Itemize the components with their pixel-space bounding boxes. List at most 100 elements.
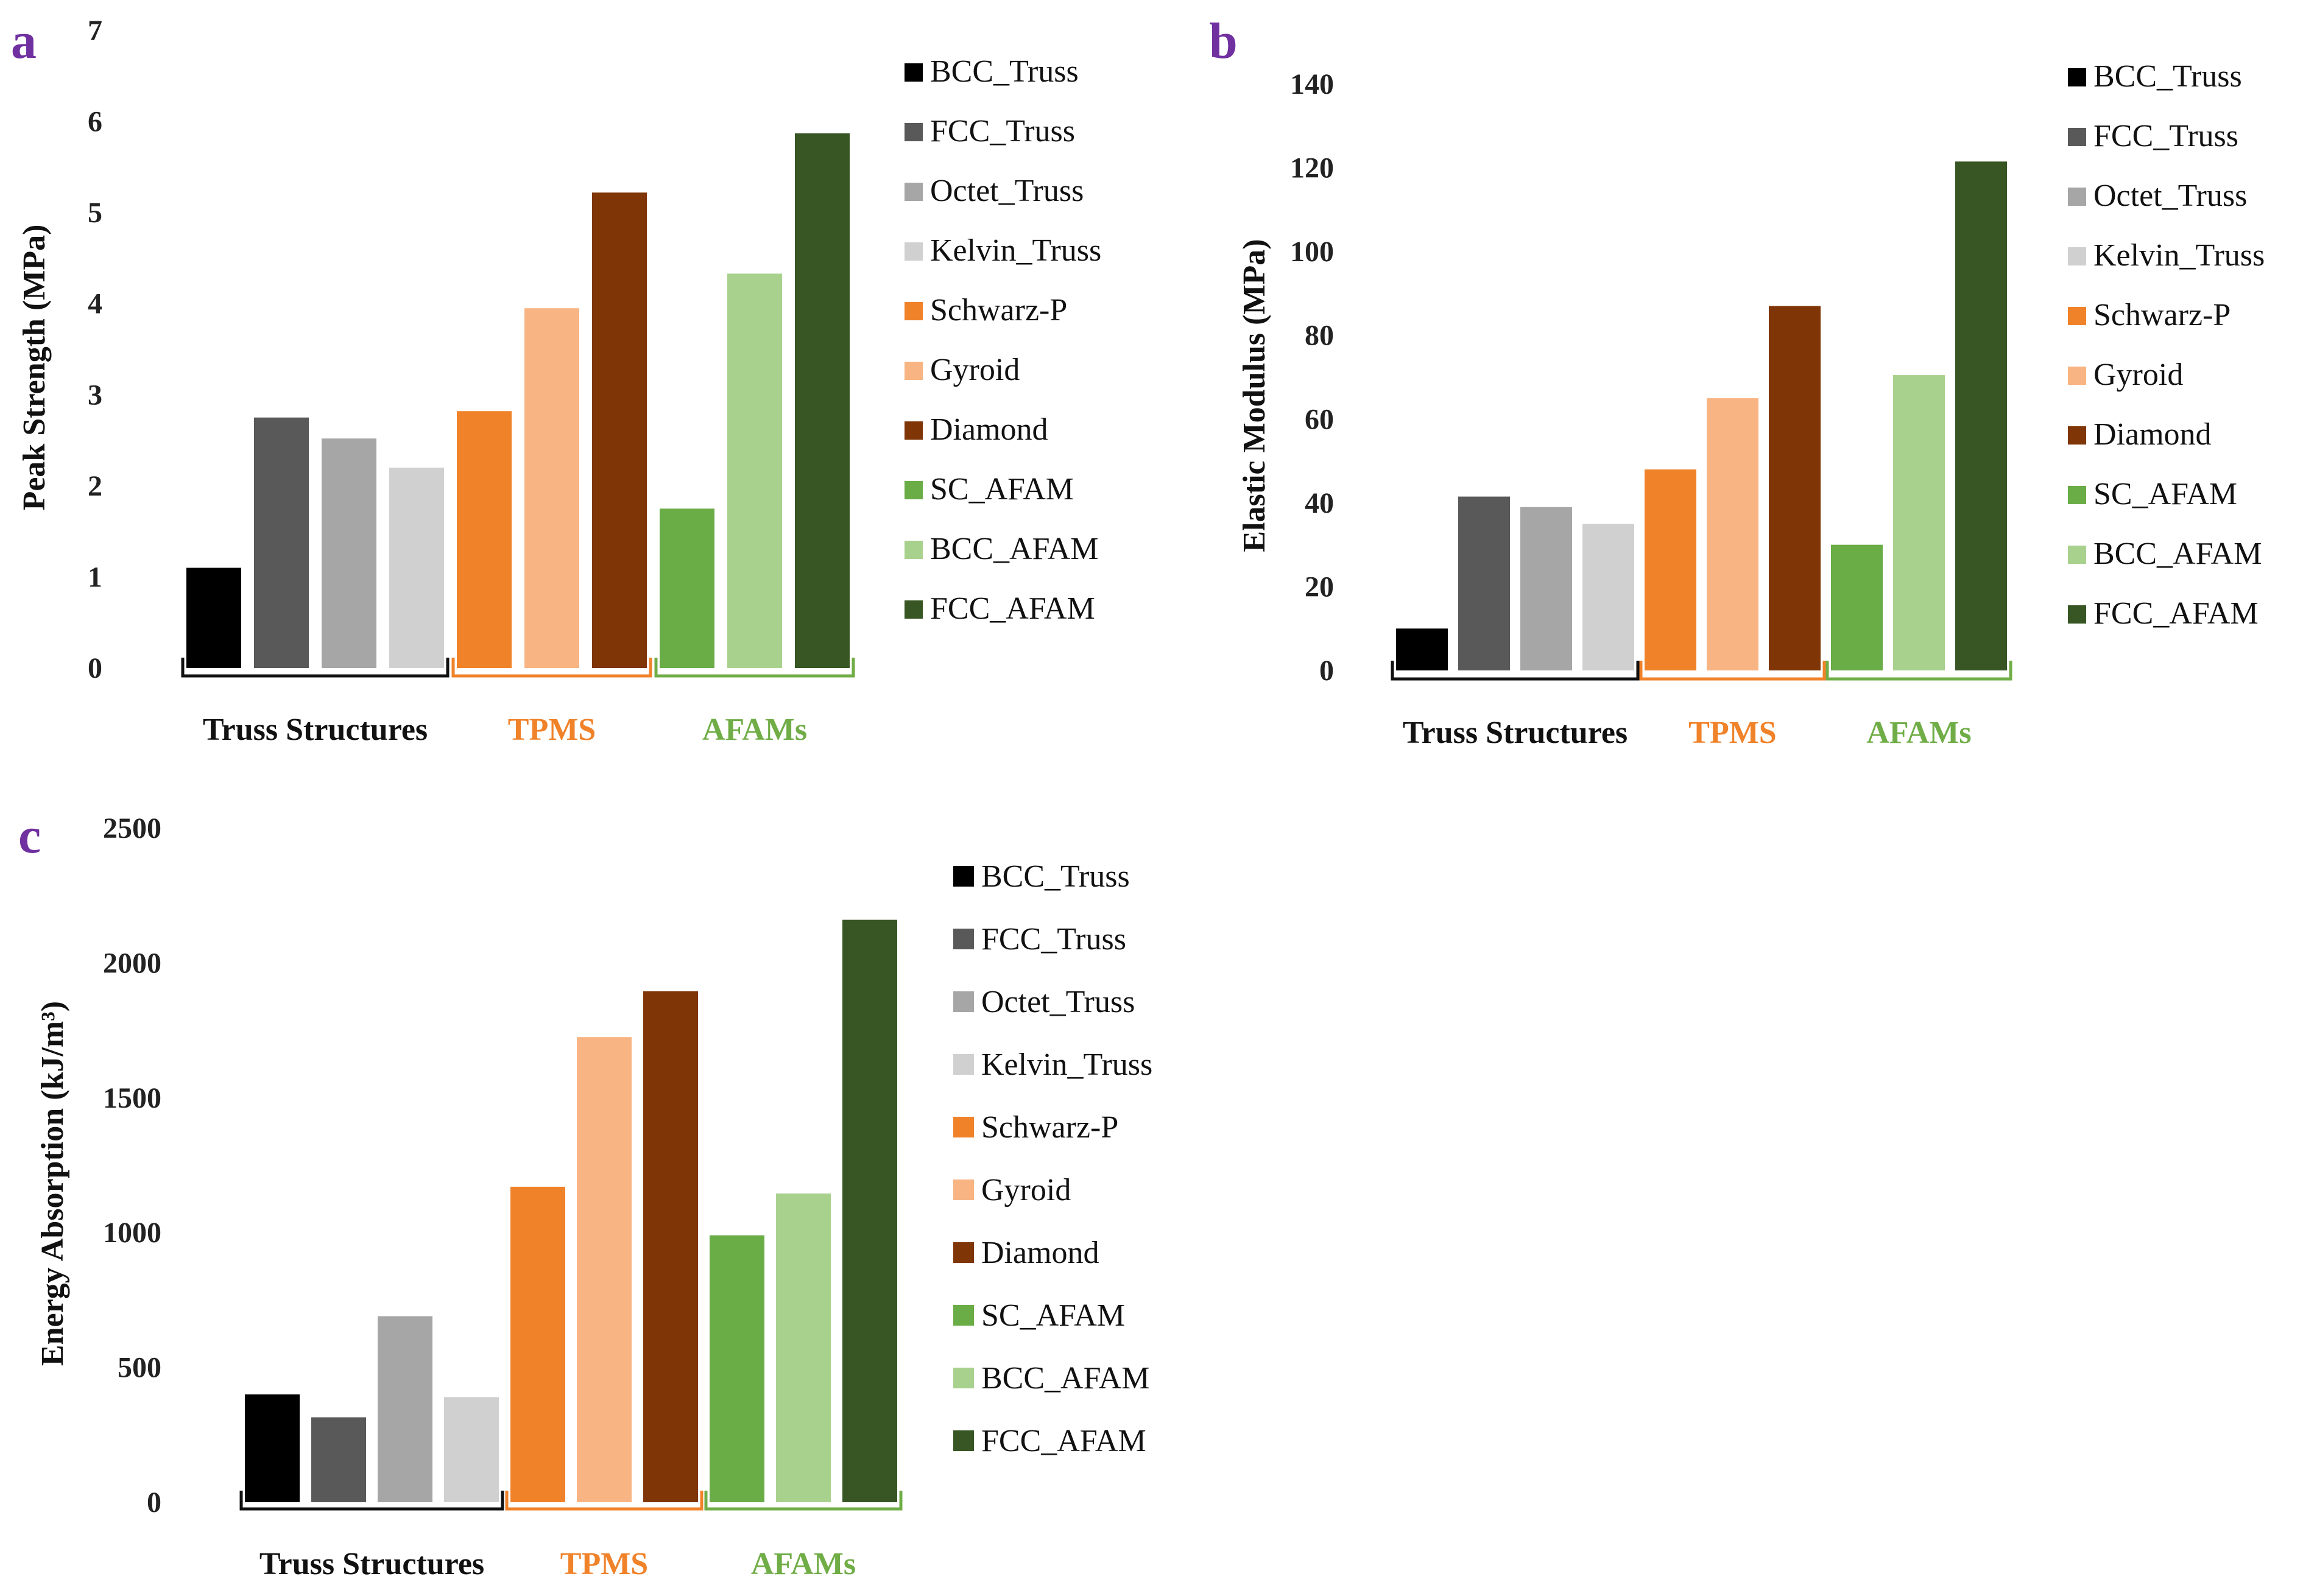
y-tick-label: 6 xyxy=(88,106,102,138)
y-tick-label: 3 xyxy=(88,379,102,411)
legend-label: Schwarz-P xyxy=(981,1110,1118,1145)
legend-label: Octet_Truss xyxy=(930,174,1084,208)
bar-BCC_Truss xyxy=(186,568,241,668)
group-bracket xyxy=(1825,661,2012,681)
group-label: Truss Structures xyxy=(1403,715,1628,750)
legend-swatch xyxy=(953,1117,974,1137)
legend-label: Kelvin_Truss xyxy=(930,233,1101,268)
legend-swatch xyxy=(2068,426,2086,445)
bar-FCC_Truss xyxy=(1458,496,1510,670)
legend-swatch xyxy=(905,362,923,380)
legend-swatch xyxy=(2068,605,2086,624)
bar-Octet_Truss xyxy=(1520,507,1572,670)
legend-swatch xyxy=(905,63,923,82)
y-tick-label: 2500 xyxy=(103,812,161,845)
legend-swatch xyxy=(905,600,923,619)
y-tick-label: 2 xyxy=(88,470,102,502)
legend-swatch xyxy=(953,1242,974,1263)
y-tick-label: 0 xyxy=(1319,655,1334,687)
bar-Gyroid xyxy=(577,1037,632,1502)
group-label: TPMS xyxy=(508,712,596,747)
legend-label: Kelvin_Truss xyxy=(981,1047,1152,1082)
legend-swatch xyxy=(905,541,923,559)
legend-swatch xyxy=(905,421,923,440)
legend-swatch xyxy=(953,1368,974,1388)
legend-label: BCC_AFAM xyxy=(2093,536,2262,571)
bar-FCC_Truss xyxy=(311,1417,366,1502)
bar-Gyroid xyxy=(524,308,579,668)
legend-label: BCC_Truss xyxy=(981,859,1130,894)
legend-label: Gyroid xyxy=(2093,357,2183,392)
legend-label: Gyroid xyxy=(981,1173,1071,1208)
chart-panel-c: c 0 500 1000 1500 2000 2500 Energy Absorption (… xyxy=(18,807,1152,1581)
legend-label: FCC_Truss xyxy=(981,922,1126,957)
legend-label: FCC_AFAM xyxy=(2093,596,2259,631)
legend-label: SC_AFAM xyxy=(981,1298,1125,1333)
y-tick-label: 0 xyxy=(147,1486,161,1519)
y-axis-label: Energy Absorption (kJ/m³) xyxy=(35,1001,70,1366)
chart-panel-a: a 0 1 2 3 4 5 6 7 Peak Strength (MPa) Truss Struct… xyxy=(11,13,1101,747)
y-tick-label: 140 xyxy=(1290,68,1334,100)
group-label: AFAMs xyxy=(702,712,807,747)
bar-Octet_Truss xyxy=(378,1316,432,1502)
group-label: AFAMs xyxy=(751,1547,856,1581)
bar-Diamond xyxy=(592,192,647,668)
bar-Kelvin_Truss xyxy=(389,467,444,668)
bar-Schwarz-P xyxy=(1645,469,1696,670)
legend-swatch xyxy=(2068,546,2086,564)
legend-label: FCC_AFAM xyxy=(981,1424,1146,1458)
group-bracket xyxy=(1639,661,1826,681)
legend-label: Kelvin_Truss xyxy=(2093,238,2265,273)
group-label: Truss Structures xyxy=(203,712,428,747)
group-bracket xyxy=(181,658,450,678)
legend-label: BCC_Truss xyxy=(2093,59,2242,94)
bar-Schwarz-P xyxy=(457,411,512,668)
legend-label: BCC_AFAM xyxy=(981,1361,1149,1396)
group-bracket xyxy=(451,658,652,678)
bar-BCC_Truss xyxy=(245,1394,300,1502)
group-bracket xyxy=(654,658,855,678)
bar-FCC_AFAM xyxy=(1955,161,2007,671)
legend-swatch xyxy=(953,1430,974,1451)
bar-BCC_Truss xyxy=(1396,628,1448,670)
group-label: TPMS xyxy=(560,1547,648,1581)
bar-BCC_AFAM xyxy=(1893,375,1945,670)
legend-label: BCC_Truss xyxy=(930,54,1079,89)
bar-BCC_AFAM xyxy=(727,273,782,668)
y-tick-label: 1000 xyxy=(103,1217,161,1249)
legend-swatch xyxy=(953,1054,974,1075)
legend-swatch xyxy=(953,929,974,949)
legend-swatch xyxy=(953,1179,974,1200)
bar-SC_AFAM xyxy=(710,1235,764,1502)
bar-SC_AFAM xyxy=(1831,544,1883,670)
legend-swatch xyxy=(905,302,923,320)
legend-swatch xyxy=(953,866,974,887)
legend-swatch xyxy=(905,481,923,499)
y-tick-label: 5 xyxy=(88,197,102,229)
legend-swatch xyxy=(905,183,923,201)
group-bracket xyxy=(704,1491,903,1511)
legend-label: Schwarz-P xyxy=(2093,298,2231,332)
y-tick-label: 80 xyxy=(1305,320,1334,352)
legend-swatch xyxy=(2068,128,2086,146)
legend-swatch xyxy=(905,242,923,261)
legend-label: FCC_AFAM xyxy=(930,591,1095,626)
legend-label: FCC_Truss xyxy=(930,114,1075,149)
legend-swatch xyxy=(953,991,974,1012)
legend-label: Octet_Truss xyxy=(981,985,1135,1019)
legend-label: Schwarz-P xyxy=(930,293,1067,328)
legend-label: Diamond xyxy=(2093,417,2212,452)
bar-FCC_AFAM xyxy=(842,919,897,1502)
y-tick-label: 60 xyxy=(1305,403,1334,435)
group-bracket xyxy=(239,1491,504,1511)
legend-label: Octet_Truss xyxy=(2093,178,2247,213)
legend-label: Diamond xyxy=(981,1236,1099,1270)
legend-label: SC_AFAM xyxy=(2093,477,2237,511)
bar-FCC_Truss xyxy=(254,417,309,668)
legend-label: SC_AFAM xyxy=(930,472,1074,507)
y-tick-label: 1 xyxy=(88,561,102,593)
bar-Gyroid xyxy=(1707,398,1758,670)
group-label: AFAMs xyxy=(1866,715,1971,750)
panel-letter: b xyxy=(1209,13,1238,69)
y-tick-label: 1500 xyxy=(103,1082,161,1114)
